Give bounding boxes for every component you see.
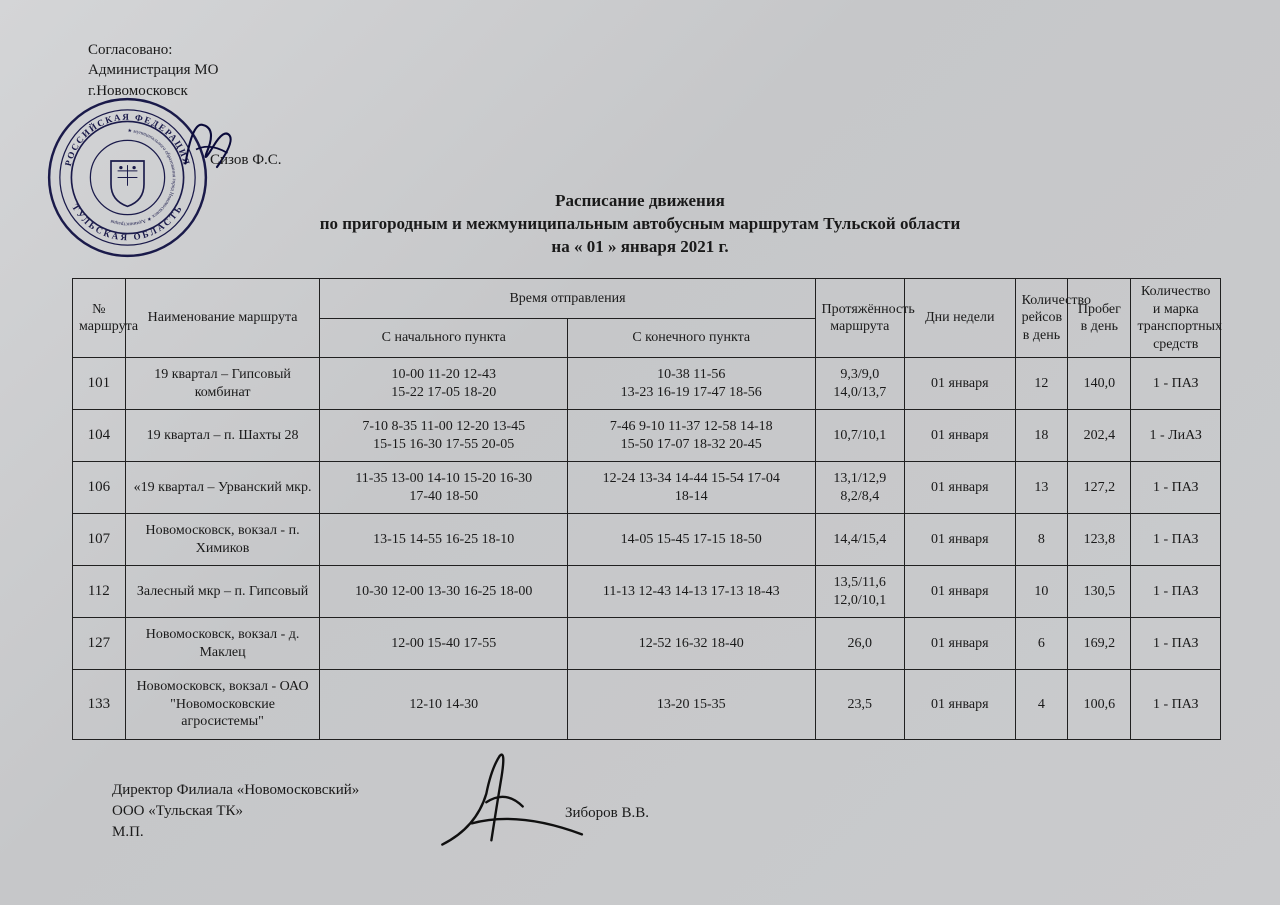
th-time-start: С начального пункта: [320, 318, 568, 358]
td-trips: 12: [1015, 358, 1068, 410]
td-route-name: Новомосковск, вокзал - п. Химиков: [125, 514, 320, 566]
title-line: на « 01 » января 2021 г.: [0, 236, 1280, 259]
table-row: 127Новомосковск, вокзал - д. Маклец12-00…: [73, 618, 1221, 670]
td-distance: 10,7/10,1: [815, 410, 905, 462]
td-days: 01 января: [905, 670, 1016, 740]
th-distance: Протяжённость маршрута: [815, 279, 905, 358]
td-time-start: 11-35 13-00 14-10 15-20 16-3017-40 18-50: [320, 462, 568, 514]
td-vehicle: 1 - ПАЗ: [1131, 514, 1221, 566]
director-name: Зиборов В.В.: [565, 805, 649, 822]
th-km: Пробег в день: [1068, 279, 1131, 358]
td-km: 123,8: [1068, 514, 1131, 566]
footer-line: Директор Филиала «Новомосковский»: [112, 780, 359, 801]
td-route-name: 19 квартал – Гипсовый комбинат: [125, 358, 320, 410]
td-trips: 10: [1015, 566, 1068, 618]
td-time-end: 14-05 15-45 17-15 18-50: [567, 514, 815, 566]
title-line: Расписание движения: [0, 190, 1280, 213]
td-days: 01 января: [905, 566, 1016, 618]
td-trips: 4: [1015, 670, 1068, 740]
td-days: 01 января: [905, 462, 1016, 514]
td-distance: 9,3/9,014,0/13,7: [815, 358, 905, 410]
th-time-group: Время отправления: [320, 279, 815, 319]
td-distance: 13,1/12,98,2/8,4: [815, 462, 905, 514]
td-km: 169,2: [1068, 618, 1131, 670]
td-days: 01 января: [905, 514, 1016, 566]
approver-name: Сизов Ф.С.: [210, 152, 282, 169]
td-time-start: 12-00 15-40 17-55: [320, 618, 568, 670]
td-route-name: Залесный мкр – п. Гипсовый: [125, 566, 320, 618]
th-time-end: С конечного пункта: [567, 318, 815, 358]
td-route-number: 133: [73, 670, 126, 740]
table-row: 107Новомосковск, вокзал - п. Химиков13-1…: [73, 514, 1221, 566]
td-time-start: 12-10 14-30: [320, 670, 568, 740]
schedule-table: № маршрута Наименование маршрута Время о…: [72, 278, 1221, 740]
td-km: 140,0: [1068, 358, 1131, 410]
td-route-number: 101: [73, 358, 126, 410]
td-route-number: 104: [73, 410, 126, 462]
td-trips: 6: [1015, 618, 1068, 670]
td-vehicle: 1 - ПАЗ: [1131, 566, 1221, 618]
td-distance: 26,0: [815, 618, 905, 670]
td-time-end: 7-46 9-10 11-37 12-58 14-1815-50 17-07 1…: [567, 410, 815, 462]
td-km: 127,2: [1068, 462, 1131, 514]
td-time-end: 12-52 16-32 18-40: [567, 618, 815, 670]
approval-line: Администрация МО: [88, 60, 218, 80]
td-route-number: 107: [73, 514, 126, 566]
footer-line: ООО «Тульская ТК»: [112, 801, 359, 822]
td-route-number: 106: [73, 462, 126, 514]
td-trips: 18: [1015, 410, 1068, 462]
td-time-start: 10-00 11-20 12-4315-22 17-05 18-20: [320, 358, 568, 410]
table-body: 10119 квартал – Гипсовый комбинат10-00 1…: [73, 358, 1221, 740]
td-vehicle: 1 - ЛиАЗ: [1131, 410, 1221, 462]
td-vehicle: 1 - ПАЗ: [1131, 618, 1221, 670]
td-vehicle: 1 - ПАЗ: [1131, 462, 1221, 514]
td-route-number: 127: [73, 618, 126, 670]
document-page: Согласовано: Администрация МО г.Новомоск…: [0, 0, 1280, 905]
td-days: 01 января: [905, 410, 1016, 462]
td-time-start: 7-10 8-35 11-00 12-20 13-4515-15 16-30 1…: [320, 410, 568, 462]
director-signature-icon: [425, 743, 595, 853]
td-route-name: Новомосковск, вокзал - д. Маклец: [125, 618, 320, 670]
td-km: 130,5: [1068, 566, 1131, 618]
td-distance: 14,4/15,4: [815, 514, 905, 566]
table-row: 106«19 квартал – Урванский мкр.11-35 13-…: [73, 462, 1221, 514]
td-trips: 8: [1015, 514, 1068, 566]
table-row: 133Новомосковск, вокзал - ОАО "Новомоско…: [73, 670, 1221, 740]
td-vehicle: 1 - ПАЗ: [1131, 358, 1221, 410]
td-route-name: 19 квартал – п. Шахты 28: [125, 410, 320, 462]
document-title: Расписание движения по пригородным и меж…: [0, 190, 1280, 259]
td-time-end: 11-13 12-43 14-13 17-13 18-43: [567, 566, 815, 618]
table-row: 10119 квартал – Гипсовый комбинат10-00 1…: [73, 358, 1221, 410]
th-route-number: № маршрута: [73, 279, 126, 358]
td-distance: 23,5: [815, 670, 905, 740]
table-row: 10419 квартал – п. Шахты 287-10 8-35 11-…: [73, 410, 1221, 462]
th-route-name: Наименование маршрута: [125, 279, 320, 358]
td-km: 202,4: [1068, 410, 1131, 462]
td-trips: 13: [1015, 462, 1068, 514]
td-route-name: «19 квартал – Урванский мкр.: [125, 462, 320, 514]
td-time-end: 10-38 11-5613-23 16-19 17-47 18-56: [567, 358, 815, 410]
th-days: Дни недели: [905, 279, 1016, 358]
footer-block: Директор Филиала «Новомосковский» ООО «Т…: [112, 780, 359, 843]
td-route-number: 112: [73, 566, 126, 618]
td-vehicle: 1 - ПАЗ: [1131, 670, 1221, 740]
td-time-start: 10-30 12-00 13-30 16-25 18-00: [320, 566, 568, 618]
table-row: 112Залесный мкр – п. Гипсовый10-30 12-00…: [73, 566, 1221, 618]
th-vehicle: Количество и марка транспортных средств: [1131, 279, 1221, 358]
title-line: по пригородным и межмуниципальным автобу…: [0, 213, 1280, 236]
td-time-end: 13-20 15-35: [567, 670, 815, 740]
td-time-end: 12-24 13-34 14-44 15-54 17-0418-14: [567, 462, 815, 514]
td-distance: 13,5/11,612,0/10,1: [815, 566, 905, 618]
td-route-name: Новомосковск, вокзал - ОАО "Новомосковск…: [125, 670, 320, 740]
td-km: 100,6: [1068, 670, 1131, 740]
td-days: 01 января: [905, 358, 1016, 410]
approval-block: Согласовано: Администрация МО г.Новомоск…: [88, 40, 218, 101]
td-time-start: 13-15 14-55 16-25 18-10: [320, 514, 568, 566]
th-trips: Количество рейсов в день: [1015, 279, 1068, 358]
footer-line: М.П.: [112, 822, 359, 843]
td-days: 01 января: [905, 618, 1016, 670]
schedule-table-wrap: № маршрута Наименование маршрута Время о…: [72, 278, 1221, 740]
approval-line: Согласовано:: [88, 40, 218, 60]
